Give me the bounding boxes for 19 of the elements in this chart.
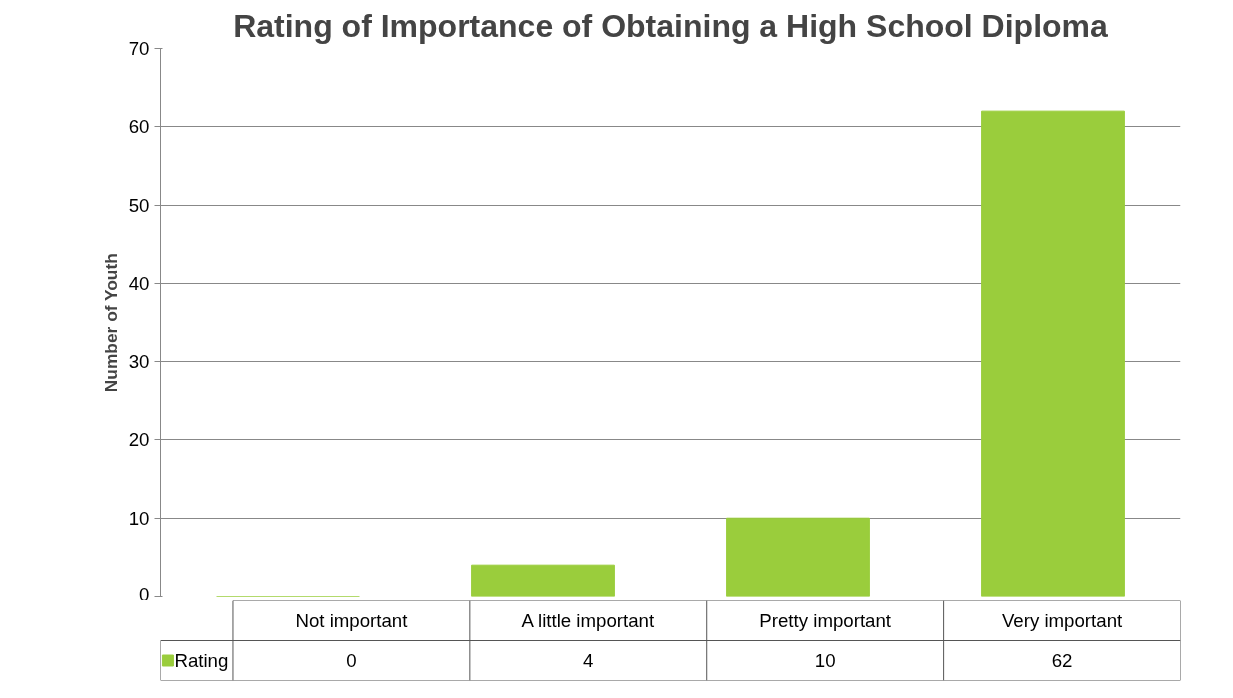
y-tick-label: 30: [128, 351, 150, 373]
x-tick-label: Very important: [1001, 610, 1124, 631]
y-tick-label: 60: [128, 116, 150, 138]
data-label: 10: [814, 650, 836, 671]
data-label: 0: [346, 650, 357, 671]
x-tick-label: A little important: [521, 610, 655, 631]
data-label: 62: [1051, 650, 1073, 671]
legend-label: Rating: [174, 650, 229, 671]
x-tick-label: Not important: [295, 610, 409, 631]
x-tick-label: Pretty important: [759, 610, 892, 631]
y-axis-title: Number of Youth: [100, 253, 121, 393]
y-tick-label: 40: [128, 272, 150, 294]
y-tick-label: 10: [128, 507, 150, 529]
y-tick-label: 70: [128, 38, 150, 59]
y-tick-label: 0: [139, 583, 150, 605]
y-tick-label: 20: [128, 429, 150, 451]
y-tick-label: 50: [128, 194, 150, 216]
data-label: 4: [583, 650, 594, 671]
chart-title: Rating of Importance of Obtaining a High School Diploma: [233, 7, 1109, 44]
